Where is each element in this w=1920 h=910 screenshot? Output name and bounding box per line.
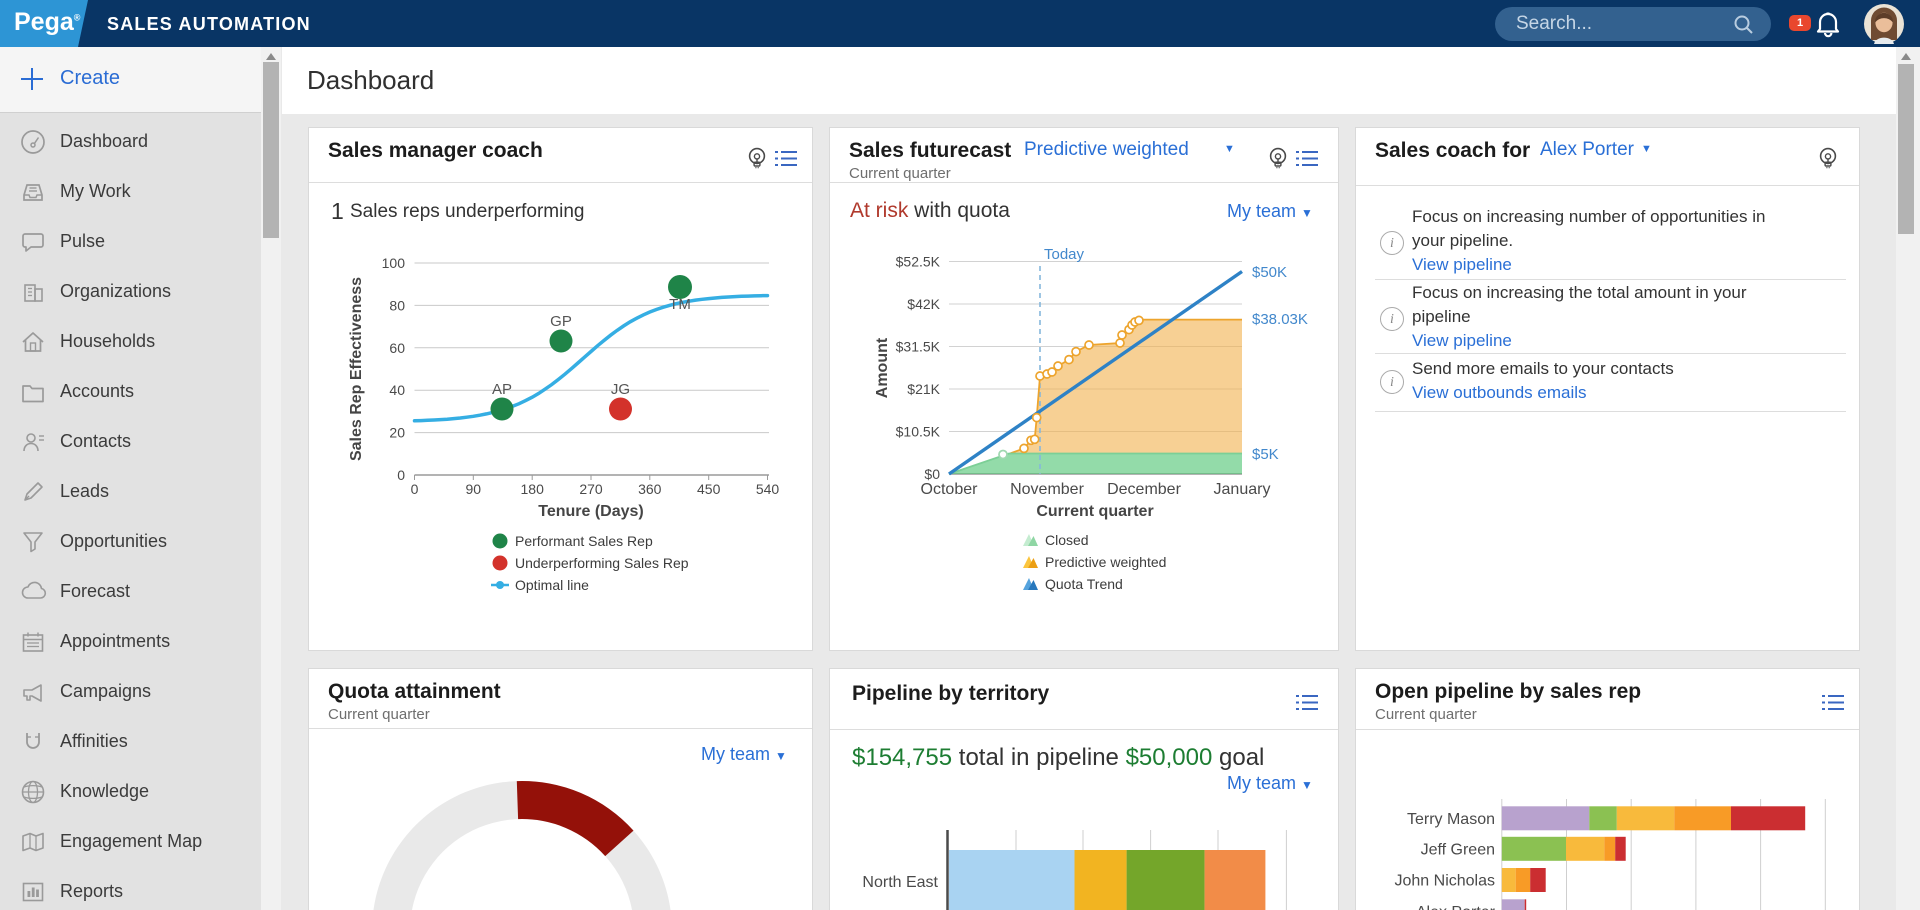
svg-text:JG: JG <box>611 381 630 398</box>
svg-text:100: 100 <box>382 255 406 271</box>
svg-text:20: 20 <box>389 425 405 441</box>
svg-text:Underperforming Sales Rep: Underperforming Sales Rep <box>515 555 689 571</box>
svg-text:October: October <box>921 481 979 498</box>
svg-text:Alex Porter: Alex Porter <box>1416 904 1496 910</box>
svg-text:Tenure (Days): Tenure (Days) <box>538 503 644 520</box>
svg-text:Sales Rep Effectiveness: Sales Rep Effectiveness <box>348 277 365 461</box>
svg-text:TM: TM <box>669 296 691 313</box>
svg-text:$52.5K: $52.5K <box>896 254 941 270</box>
svg-text:$38.03K: $38.03K <box>1252 311 1308 328</box>
svg-text:Jeff Green: Jeff Green <box>1421 841 1495 858</box>
svg-text:$5K: $5K <box>1252 446 1279 463</box>
svg-text:Optimal line: Optimal line <box>515 577 589 593</box>
svg-text:270: 270 <box>579 481 603 497</box>
svg-text:Amount: Amount <box>874 337 891 398</box>
svg-text:GP: GP <box>550 313 572 330</box>
svg-text:0: 0 <box>411 481 419 497</box>
svg-text:0: 0 <box>397 467 405 483</box>
svg-text:40: 40 <box>389 382 405 398</box>
svg-text:540: 540 <box>756 481 780 497</box>
svg-text:80: 80 <box>389 297 405 313</box>
svg-text:Performant Sales Rep: Performant Sales Rep <box>515 533 653 549</box>
svg-text:December: December <box>1107 481 1181 498</box>
svg-text:$10.5K: $10.5K <box>896 424 941 440</box>
svg-text:Terry Mason: Terry Mason <box>1407 811 1495 828</box>
svg-text:$21K: $21K <box>907 381 940 397</box>
svg-text:360: 360 <box>638 481 662 497</box>
svg-text:Predictive weighted: Predictive weighted <box>1045 554 1166 570</box>
svg-text:North East: North East <box>862 874 938 891</box>
svg-text:Today: Today <box>1044 246 1085 263</box>
svg-text:John Nicholas: John Nicholas <box>1395 873 1496 890</box>
svg-text:450: 450 <box>697 481 721 497</box>
svg-text:$31.5K: $31.5K <box>896 339 941 355</box>
svg-text:Closed: Closed <box>1045 532 1089 548</box>
svg-text:Quota Trend: Quota Trend <box>1045 576 1123 592</box>
svg-text:January: January <box>1214 481 1271 498</box>
svg-text:Current quarter: Current quarter <box>1036 503 1153 520</box>
svg-text:AP: AP <box>492 381 512 398</box>
svg-text:$50K: $50K <box>1252 264 1287 281</box>
svg-text:60: 60 <box>389 340 405 356</box>
svg-text:$0: $0 <box>924 466 940 482</box>
svg-text:90: 90 <box>466 481 482 497</box>
svg-text:$42K: $42K <box>907 296 940 312</box>
svg-text:180: 180 <box>521 481 545 497</box>
svg-text:November: November <box>1010 481 1084 498</box>
